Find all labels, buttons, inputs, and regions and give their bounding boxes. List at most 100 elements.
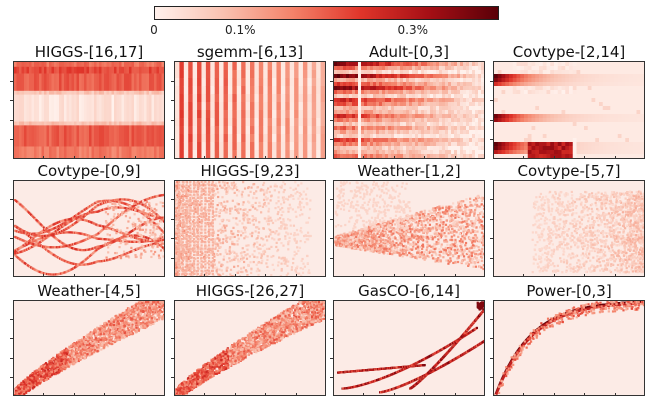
axis-tick (523, 156, 525, 159)
heatmap-cell (361, 98, 365, 103)
heatmap-cell (307, 118, 313, 127)
heatmap-cell (472, 74, 476, 79)
heatmap-cell (197, 70, 202, 79)
heatmap-cell (397, 122, 401, 127)
heatmap-cell (280, 102, 286, 111)
heatmap-cell (427, 86, 431, 91)
heatmap-cell (481, 62, 484, 67)
heatmap-cell (565, 146, 570, 151)
heatmap-cell (621, 62, 626, 67)
heatmap-cell (516, 154, 521, 158)
heatmap-cell (31, 90, 35, 95)
heatmap-cell (228, 207, 232, 210)
heatmap-cell (149, 66, 152, 74)
axis-tick (10, 199, 13, 201)
heatmap-cell (219, 86, 224, 95)
heatmap-cell (204, 198, 207, 202)
heatmap-cell (546, 70, 551, 75)
heatmap-cell (535, 150, 540, 155)
heatmap-cell (104, 146, 107, 158)
heatmap-cell (403, 114, 407, 119)
heatmap-cell (74, 94, 77, 122)
heatmap-cell (276, 94, 282, 103)
heatmap-cell (424, 114, 428, 119)
heatmap-cell (151, 245, 154, 248)
heatmap-cell (469, 74, 473, 79)
heatmap-cell (76, 121, 80, 126)
axis-tick (424, 156, 426, 159)
heatmap-cell (561, 118, 566, 123)
heatmap-cell (367, 74, 371, 79)
heatmap-cell (179, 94, 185, 103)
heatmap-cell (277, 191, 281, 194)
heatmap-cell (501, 74, 506, 79)
heatmap-cell (632, 90, 637, 95)
heatmap-cell (569, 90, 574, 95)
heatmap-cell (610, 70, 615, 75)
heatmap-cell (124, 73, 127, 92)
heatmap-cell (542, 74, 547, 79)
heatmap-cell (439, 66, 443, 71)
heatmap-cell (397, 74, 401, 79)
heatmap-cell (614, 86, 619, 91)
heatmap-cell (340, 70, 344, 75)
heatmap-cell (205, 70, 211, 79)
heatmap-cell (610, 110, 615, 115)
heatmap-cell (214, 247, 217, 250)
heatmap-cell (451, 154, 455, 158)
heatmap-cell (469, 70, 473, 75)
heatmap-cell (421, 134, 425, 139)
heatmap-cell (542, 78, 547, 83)
heatmap-cell (302, 142, 308, 151)
heatmap-cell (266, 187, 270, 190)
heatmap-cell (640, 118, 644, 123)
heatmap-cell (141, 73, 145, 92)
heatmap-cell (307, 102, 313, 111)
heatmap-cell (505, 154, 510, 158)
heatmap-cell (640, 98, 644, 103)
heatmap-cell (475, 102, 479, 107)
heatmap-cell (557, 142, 562, 147)
heatmap-cell (122, 250, 126, 253)
heatmap-cell (580, 114, 585, 119)
heatmap-cell (587, 122, 592, 127)
heatmap-cell (497, 102, 502, 107)
heatmap-cell (340, 126, 344, 131)
heatmap-cell (542, 154, 547, 158)
heatmap-cell (606, 154, 611, 158)
heatmap-cell (157, 254, 161, 257)
heatmap-cell (340, 122, 344, 127)
heatmap-cell (439, 98, 443, 103)
heatmap-cell (527, 134, 532, 139)
heatmap-cell (46, 94, 50, 122)
heatmap-cell (205, 110, 211, 119)
heatmap-cell (595, 90, 600, 95)
heatmap-cell (542, 102, 547, 107)
heatmap-cell (364, 74, 368, 79)
heatmap-cell (430, 78, 434, 83)
heatmap-cell (112, 207, 115, 210)
heatmap-cell (524, 130, 529, 135)
heatmap-cell (569, 66, 574, 71)
heatmap-cell (554, 114, 559, 119)
heatmap-cell (285, 134, 291, 143)
heatmap-cell (298, 62, 304, 71)
heatmap-cell (153, 250, 157, 254)
heatmap-cell (263, 94, 268, 103)
heatmap-cell (334, 146, 338, 151)
heatmap-cell (117, 230, 121, 233)
heatmap-cell (629, 66, 634, 71)
heatmap-cell (617, 114, 622, 119)
heatmap-cell (640, 150, 644, 155)
heatmap-cell (448, 110, 452, 115)
heatmap-cell (39, 62, 42, 68)
heatmap-cell (197, 62, 202, 71)
heatmap-cell (379, 102, 383, 107)
heatmap-cell (214, 110, 220, 119)
heatmap-cell (524, 138, 529, 143)
heatmap-cell (188, 142, 193, 151)
heatmap-cell (388, 98, 392, 103)
heatmap-cell (71, 146, 75, 158)
heatmap-cell (201, 70, 207, 79)
heatmap-cell (561, 110, 566, 115)
